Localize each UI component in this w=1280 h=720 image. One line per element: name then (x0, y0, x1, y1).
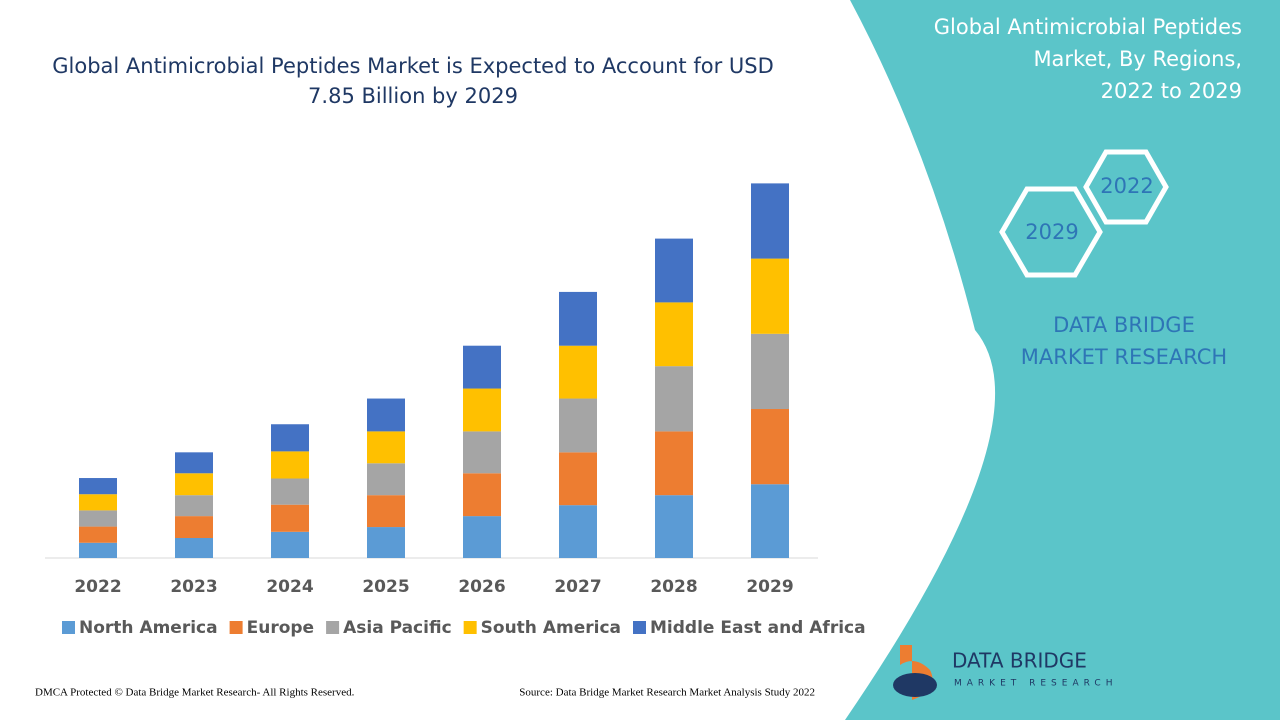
bar-segment (175, 495, 213, 517)
hex-label: 2029 (1025, 220, 1078, 244)
bar-segment (79, 542, 117, 558)
legend-swatch (633, 621, 646, 634)
x-tick-label: 2026 (458, 577, 505, 597)
x-tick-label: 2028 (650, 577, 697, 597)
panel-title: Global Antimicrobial Peptides Market, By … (934, 15, 1242, 103)
bar-segment (79, 510, 117, 527)
bar-segment (463, 431, 501, 474)
x-tick-label: 2022 (74, 577, 121, 597)
legend-label: North America (79, 618, 218, 638)
hex-label: 2022 (1100, 174, 1153, 198)
chart-title: Global Antimicrobial Peptides Market is … (52, 54, 774, 108)
bar-segment (79, 478, 117, 495)
bar-segment (271, 531, 309, 558)
bar-segment (463, 345, 501, 389)
bar-segment (175, 452, 213, 474)
bar-segment (79, 494, 117, 511)
bar-segment (751, 333, 789, 410)
bar-segment (751, 484, 789, 558)
bar-segment (271, 424, 309, 452)
bar-segment (559, 505, 597, 558)
bar-segment (271, 504, 309, 532)
bar-segment (79, 526, 117, 543)
bar-segment (559, 398, 597, 453)
legend-label: Europe (247, 618, 314, 638)
bar-segment (463, 388, 501, 432)
side-panel (845, 0, 1280, 720)
x-tick-label: 2023 (170, 577, 217, 597)
legend-label: South America (481, 618, 621, 638)
bar-segment (175, 538, 213, 558)
bar-segment (367, 431, 405, 464)
hexagon (1083, 149, 1169, 225)
bar-segment (655, 495, 693, 558)
bar-segment (655, 238, 693, 303)
logo-name: DATA BRIDGE (952, 649, 1087, 673)
bar-segment (463, 473, 501, 517)
x-tick-label: 2029 (746, 577, 793, 597)
bar-segment (367, 398, 405, 432)
x-tick-label: 2025 (362, 577, 409, 597)
legend-swatch (326, 621, 340, 634)
footer-right: Source: Data Bridge Market Research Mark… (519, 687, 815, 699)
bar-segment (367, 463, 405, 496)
logo-sub: MARKET RESEARCH (954, 679, 1117, 689)
brand-text: DATA BRIDGE MARKET RESEARCH (1021, 313, 1227, 369)
bar-segment (271, 451, 309, 479)
bar-segment (655, 431, 693, 496)
bar-segment (175, 516, 213, 539)
legend-swatch (229, 621, 243, 634)
legend-label: Middle East and Africa (650, 618, 866, 638)
x-tick-label: 2027 (554, 577, 601, 597)
bar-segment (463, 516, 501, 558)
bar-segment (175, 473, 213, 496)
bar-segment (559, 452, 597, 506)
legend-swatch (62, 621, 75, 634)
bar-segment (367, 527, 405, 558)
bar-segment (751, 409, 789, 485)
bar-segment (751, 258, 789, 334)
bar-segment (655, 302, 693, 367)
bar-segment (751, 183, 789, 259)
logo-mark (893, 673, 937, 697)
x-tick-label: 2024 (266, 577, 313, 597)
bar-segment (367, 495, 405, 528)
bar-segment (559, 345, 597, 399)
bar-segment (559, 291, 597, 346)
footer-left: DMCA Protected © Data Bridge Market Rese… (35, 687, 355, 699)
bar-segment (271, 478, 309, 505)
hexagon (999, 186, 1103, 278)
bar-segment (655, 366, 693, 432)
legend-swatch (463, 621, 477, 634)
legend-label: Asia Pacific (343, 618, 452, 638)
